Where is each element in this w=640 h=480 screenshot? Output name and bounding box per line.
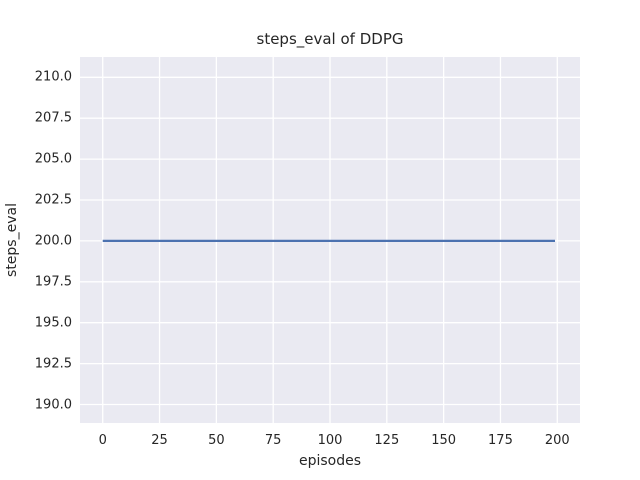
y-tick-label: 192.5 bbox=[34, 356, 72, 372]
x-axis-label: episodes bbox=[298, 453, 362, 469]
y-tick-label: 202.5 bbox=[34, 192, 72, 208]
y-tick-label: 200.0 bbox=[34, 233, 72, 249]
line-chart-canvas bbox=[80, 57, 580, 423]
x-tick-label: 175 bbox=[488, 433, 513, 448]
x-tick-label: 50 bbox=[208, 433, 225, 448]
y-tick-label: 195.0 bbox=[34, 315, 72, 331]
x-tick-label: 75 bbox=[264, 433, 282, 448]
x-tick-label: 0 bbox=[98, 433, 107, 448]
x-tick-label: 150 bbox=[431, 433, 457, 448]
y-tick-label: 205.0 bbox=[34, 151, 72, 167]
x-tick-label: 25 bbox=[151, 433, 168, 448]
y-tick-label: 190.0 bbox=[34, 397, 72, 412]
plot-area bbox=[80, 57, 580, 423]
x-tick-label: 100 bbox=[317, 433, 343, 448]
x-tick-label: 200 bbox=[544, 433, 570, 448]
y-tick-label: 210.0 bbox=[34, 69, 72, 85]
x-tick-label: 125 bbox=[374, 433, 400, 448]
y-axis-label: steps_eval bbox=[4, 203, 20, 277]
chart-title: steps_eval of DDPG bbox=[256, 30, 404, 48]
y-tick-label: 197.5 bbox=[34, 274, 72, 290]
y-tick-label: 207.5 bbox=[34, 110, 72, 126]
